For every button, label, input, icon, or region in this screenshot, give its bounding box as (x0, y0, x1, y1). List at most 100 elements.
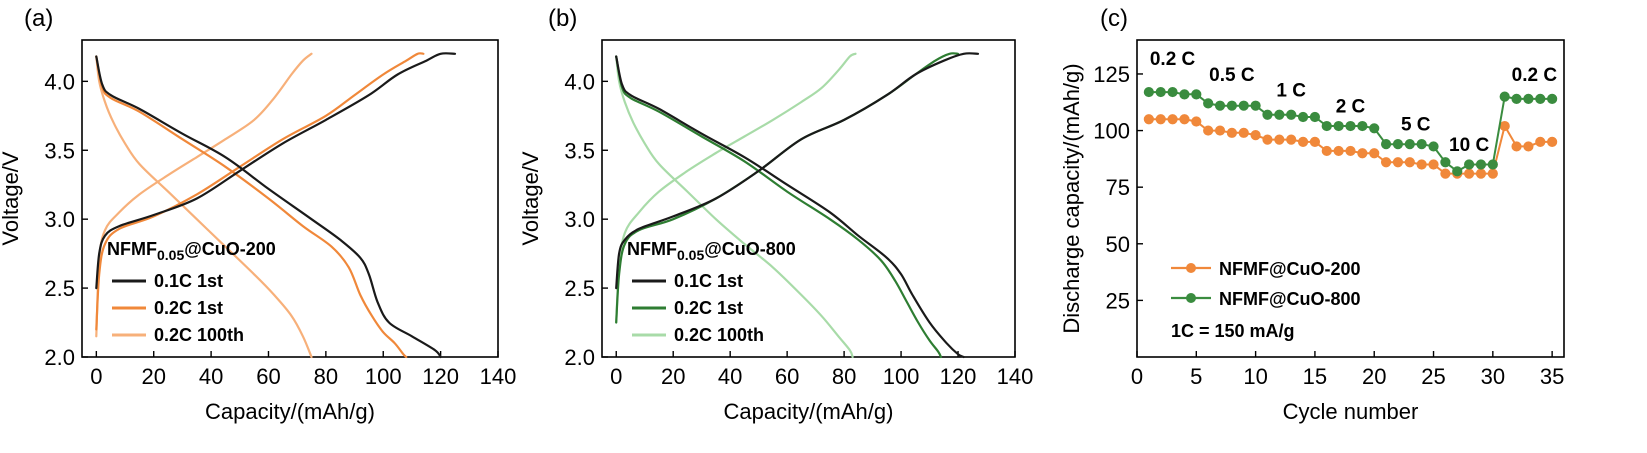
data-point (1251, 131, 1260, 140)
data-point (1500, 92, 1509, 101)
data-point (1144, 115, 1153, 124)
data-point (1204, 99, 1213, 108)
annotation-subscript: 0.05 (677, 247, 704, 263)
rate-label: 0.2 C (1512, 65, 1558, 86)
legend-label: 0.1C 1st (154, 271, 223, 291)
x-tick-label: 60 (256, 364, 280, 389)
annotation-subscript: 0.05 (157, 247, 184, 263)
data-point (1239, 101, 1248, 110)
data-point (1310, 112, 1319, 121)
plot-frame (1137, 40, 1564, 357)
data-point (1204, 126, 1213, 135)
x-tick-label: 120 (422, 364, 459, 389)
data-point (1156, 115, 1165, 124)
data-point (1180, 90, 1189, 99)
data-point (1310, 137, 1319, 146)
y-axis-title: Discharge capacity/(mAh/g) (1059, 63, 1084, 333)
data-point (1346, 121, 1355, 130)
data-point (1192, 117, 1201, 126)
x-tick-label: 140 (997, 364, 1034, 389)
data-point (1168, 115, 1177, 124)
panel-label: (c) (1100, 5, 1128, 32)
data-point (1358, 121, 1367, 130)
data-point (1441, 169, 1450, 178)
rate-label: 0.2 C (1150, 49, 1196, 70)
data-point (1429, 142, 1438, 151)
data-point (1453, 167, 1462, 176)
x-axis-title: Cycle number (1283, 399, 1419, 424)
data-point (1488, 169, 1497, 178)
data-point (1536, 94, 1545, 103)
data-point (1180, 115, 1189, 124)
data-point (1263, 135, 1272, 144)
panel-a: 0 20 40 60 80 100 120 1402.02.53.03.54.0Capacit… (0, 5, 516, 424)
data-point (1322, 146, 1331, 155)
data-point (1251, 101, 1260, 110)
data-point (1239, 128, 1248, 137)
figure: 0 20 40 60 80 100 120 1402.02.53.03.54.0Capacit… (0, 0, 1647, 453)
data-point (1227, 128, 1236, 137)
data-point (1524, 142, 1533, 151)
y-axis-title: Voltage/V (0, 151, 23, 246)
annotation-prefix: NFMF (627, 239, 677, 259)
x-tick-label: 120 (940, 364, 977, 389)
x-tick-label: 80 (832, 364, 856, 389)
data-point (1381, 140, 1390, 149)
y-tick-label: 2.0 (44, 345, 75, 370)
panel-c: 0 5 10 15 20 25 30 35 25 50 75 100 125 Cycle number Di… (1059, 5, 1564, 424)
data-point (1168, 87, 1177, 96)
data-point (1322, 121, 1331, 130)
x-tick-label: 35 (1540, 364, 1564, 389)
rate-label: 5 C (1401, 115, 1431, 136)
y-tick-label: 3.5 (564, 138, 595, 163)
y-tick-label: 2.5 (564, 276, 595, 301)
sample-annotation: NFMF0.05@CuO-800 (627, 239, 796, 263)
data-point (1275, 110, 1284, 119)
data-point (1524, 94, 1533, 103)
y-tick-label: 75 (1106, 175, 1130, 200)
data-point (1500, 121, 1509, 130)
data-point (1429, 160, 1438, 169)
rate-label: 1 C (1276, 81, 1306, 102)
data-point (1417, 140, 1426, 149)
x-tick-label: 0 (1131, 364, 1143, 389)
y-tick-label: 125 (1093, 62, 1130, 87)
data-point (1393, 158, 1402, 167)
data-point (1227, 101, 1236, 110)
data-point (1298, 112, 1307, 121)
data-point (1381, 158, 1390, 167)
y-tick-label: 25 (1106, 288, 1130, 313)
y-tick-label: 3.0 (564, 207, 595, 232)
data-point (1370, 124, 1379, 133)
data-point (1488, 160, 1497, 169)
data-point (1334, 146, 1343, 155)
x-tick-label: 5 (1190, 364, 1202, 389)
y-tick-label: 100 (1093, 119, 1130, 144)
annotation-prefix: NFMF (107, 239, 157, 259)
data-point (1358, 149, 1367, 158)
data-point (1370, 149, 1379, 158)
y-tick-label: 3.0 (44, 207, 75, 232)
x-tick-label: 30 (1481, 364, 1505, 389)
legend-label: 0.2C 1st (154, 298, 223, 318)
x-tick-label: 100 (883, 364, 920, 389)
panel-label: (a) (24, 5, 53, 32)
x-tick-label: 20 (141, 364, 165, 389)
data-point (1298, 137, 1307, 146)
data-point (1275, 135, 1284, 144)
x-tick-label: 20 (661, 364, 685, 389)
y-axis-title: Voltage/V (518, 151, 543, 246)
data-point (1512, 94, 1521, 103)
x-tick-label: 40 (718, 364, 742, 389)
data-point (1393, 140, 1402, 149)
rate-label: 2 C (1336, 96, 1366, 117)
legend-label: 0.2C 1st (674, 298, 743, 318)
legend-label: NFMF@CuO-200 (1219, 259, 1361, 279)
x-tick-label: 80 (314, 364, 338, 389)
data-point (1465, 160, 1474, 169)
rate-note: 1C = 150 mA/g (1171, 321, 1295, 341)
data-point (1334, 121, 1343, 130)
data-point (1192, 90, 1201, 99)
data-point (1405, 158, 1414, 167)
y-tick-label: 3.5 (44, 138, 75, 163)
